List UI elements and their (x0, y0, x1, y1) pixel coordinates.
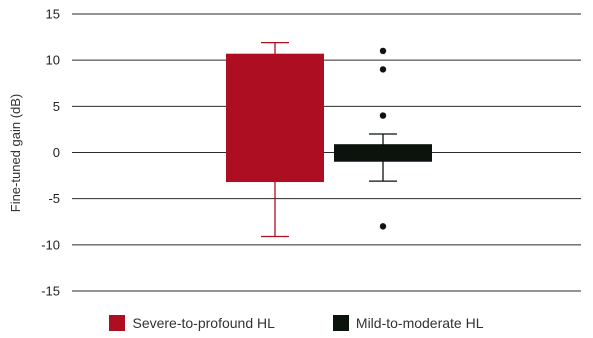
y-tick-label: 10 (46, 53, 60, 68)
outlier-point (379, 47, 387, 55)
outlier-point (379, 112, 387, 119)
legend: Severe-to-profound HL Mild-to-moderate H… (0, 313, 593, 333)
y-tick-label: -15 (41, 284, 60, 299)
legend-item-severe: Severe-to-profound HL (109, 313, 275, 333)
legend-swatch-mild (332, 315, 349, 331)
box-series-0 (226, 41, 324, 238)
y-tick-label: 0 (53, 145, 60, 160)
legend-item-mild: Mild-to-moderate HL (332, 313, 484, 333)
legend-label-mild: Mild-to-moderate HL (355, 315, 484, 331)
box-series (226, 41, 432, 238)
y-tick-labels: 15 10 5 0 -5 -10 -15 (41, 7, 60, 299)
y-tick-label: -10 (41, 237, 60, 252)
y-tick-label: 5 (53, 99, 60, 114)
box (334, 144, 432, 162)
outlier-point (379, 66, 387, 73)
gridlines (72, 13, 581, 292)
legend-label-severe: Severe-to-profound HL (132, 315, 275, 331)
legend-swatch-severe (109, 315, 126, 331)
outlier-point (379, 223, 387, 230)
y-tick-label: 15 (46, 7, 60, 22)
y-axis-title: Fine-tuned gain (dB) (8, 94, 23, 213)
y-tick-label: -5 (48, 191, 60, 206)
box (226, 53, 324, 183)
box-series-1 (334, 47, 432, 230)
